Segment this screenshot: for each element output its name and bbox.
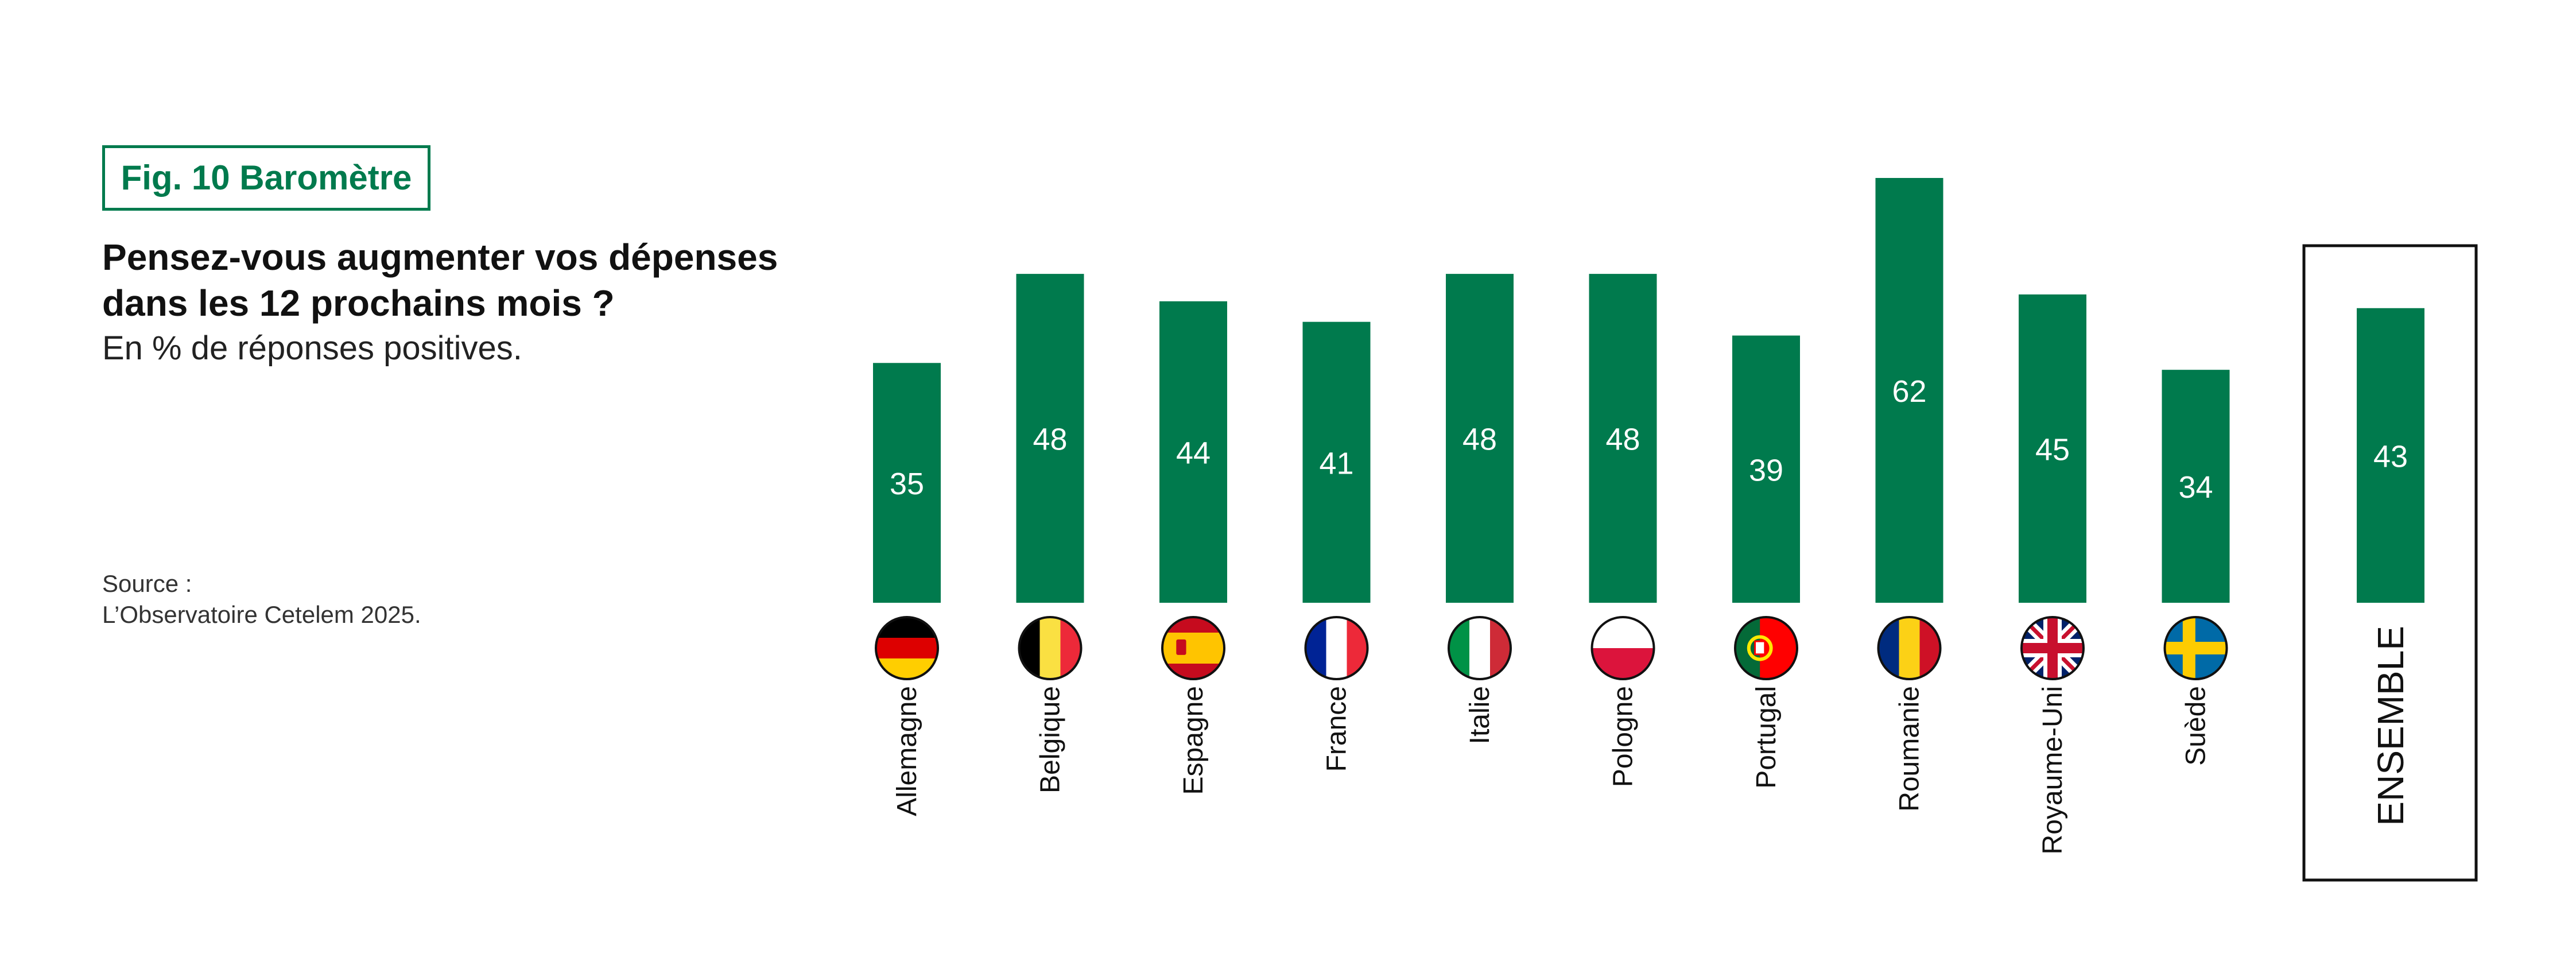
bars-layer: 35 48 44 41 48 48 39 62 45 34 <box>873 178 2230 603</box>
category-label-belgique: Belgique <box>1035 686 1066 793</box>
flag-outline <box>1161 616 1225 680</box>
value-label-pologne: 48 <box>1605 423 1640 457</box>
category-label-allemagne: Allemagne <box>892 686 922 816</box>
category-label-pologne: Pologne <box>1608 686 1639 787</box>
flag-outline <box>1304 616 1369 680</box>
bar-italie <box>1446 274 1514 603</box>
overall-frame <box>2302 244 2478 882</box>
value-label-suede: 34 <box>2178 470 2213 505</box>
value-label-france: 41 <box>1319 446 1353 480</box>
source-text: L’Observatoire Cetelem 2025. <box>102 601 421 628</box>
flag-outline <box>1734 616 1798 680</box>
flag-outline <box>2163 616 2228 680</box>
category-label-france: France <box>1322 686 1352 772</box>
value-label-royaume-uni: 45 <box>2035 432 2070 467</box>
bar-overall <box>2357 308 2424 603</box>
source-label: Source : <box>102 570 192 597</box>
value-label-portugal: 39 <box>1749 453 1783 487</box>
flag-outline <box>1877 616 1942 680</box>
category-label-roumanie: Roumanie <box>1895 686 1925 812</box>
bar-royaume-uni <box>2019 294 2086 603</box>
bar-espagne <box>1159 301 1227 603</box>
chart-subtitle: En % de réponses positives. <box>102 330 522 367</box>
value-label-allemagne: 35 <box>890 467 924 501</box>
category-labels-layer: Allemagne Belgique Espagne France Italie Polo… <box>892 686 2212 854</box>
bar-roumanie <box>1875 178 1943 603</box>
category-label-suede: Suède <box>2181 686 2212 766</box>
bar-allemagne <box>873 363 941 603</box>
value-label-espagne: 44 <box>1176 436 1211 470</box>
category-label-portugal: Portugal <box>1751 686 1782 789</box>
bar-portugal <box>1732 335 1800 603</box>
chart-title-line-1: Pensez-vous augmenter vos dépenses <box>102 237 778 278</box>
flag-outline <box>1590 616 1655 680</box>
chart-title-line-2: dans les 12 prochains mois ? <box>102 282 615 324</box>
overall-label: ENSEMBLE <box>2370 626 2411 826</box>
sweden-flag-icon <box>2164 617 2227 679</box>
value-label-belgique: 48 <box>1033 423 1067 457</box>
bar-france <box>1302 321 1371 603</box>
bar-belgique <box>1016 274 1084 603</box>
value-label-italie: 48 <box>1462 423 1497 457</box>
value-label-overall: 43 <box>2373 439 2408 474</box>
category-label-espagne: Espagne <box>1178 686 1209 795</box>
chart-title: Pensez-vous augmenter vos dépenses dans … <box>102 234 848 326</box>
flags-layer <box>875 616 2228 680</box>
figure-tag: Fig. 10 Baromètre <box>102 145 430 211</box>
flag-outline <box>2020 616 2085 680</box>
bar-suede <box>2162 370 2230 603</box>
source-note: Source : L’Observatoire Cetelem 2025. <box>102 568 421 630</box>
category-label-royaume-uni: Royaume-Uni <box>2038 686 2068 854</box>
flag-outline <box>1018 616 1083 680</box>
flag-outline <box>875 616 939 680</box>
uk-flag-icon <box>2022 617 2084 679</box>
value-label-roumanie: 62 <box>1892 374 1926 409</box>
flag-outline <box>1448 616 1512 680</box>
overall-group: 43 ENSEMBLE <box>2302 244 2478 882</box>
category-label-italie: Italie <box>1465 686 1495 744</box>
bar-pologne <box>1589 274 1657 603</box>
spain-flag-icon <box>1162 617 1224 679</box>
